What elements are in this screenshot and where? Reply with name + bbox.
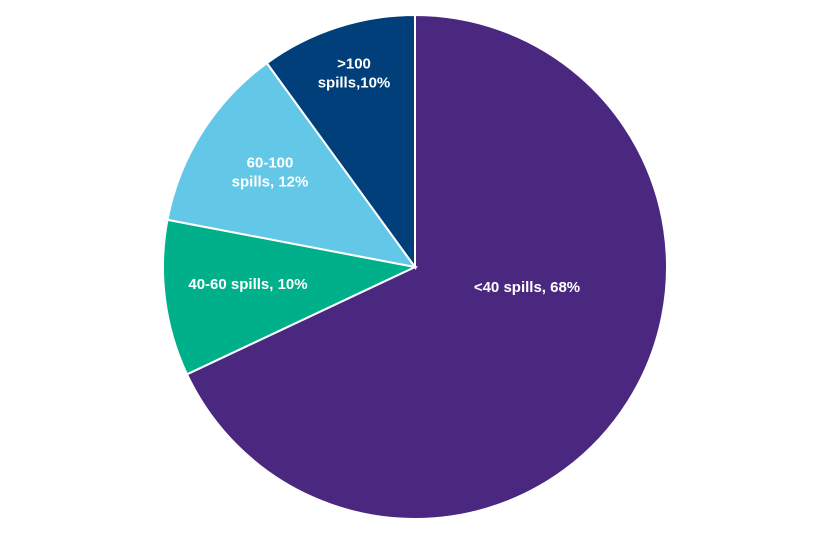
slice-label-line: spills,10% (318, 75, 391, 92)
slices-layer (162, 13, 668, 520)
pie-slice-3 (265, 13, 416, 271)
slice-label-line: spills, 12% (232, 174, 309, 191)
pie-slice-0 (185, 13, 668, 520)
slice-label-line: 60-100 (247, 155, 294, 172)
slice-label-3: >100 spills,10% (318, 56, 391, 92)
slice-label-line: >100 (337, 56, 371, 73)
slice-label-1: 40-60 spills, 10% (188, 276, 307, 293)
slice-label-line: <40 spills, 68% (474, 279, 580, 296)
labels-layer: <40 spills, 68% 40-60 spills, 10% 60-100 sp… (188, 56, 580, 297)
slice-label-line: 40-60 spills, 10% (188, 276, 307, 293)
slice-label-0: <40 spills, 68% (474, 279, 580, 296)
pie-slice-2 (166, 61, 418, 269)
slice-label-2: 60-100 spills, 12% (232, 155, 309, 191)
pie-slice-1 (162, 218, 419, 376)
